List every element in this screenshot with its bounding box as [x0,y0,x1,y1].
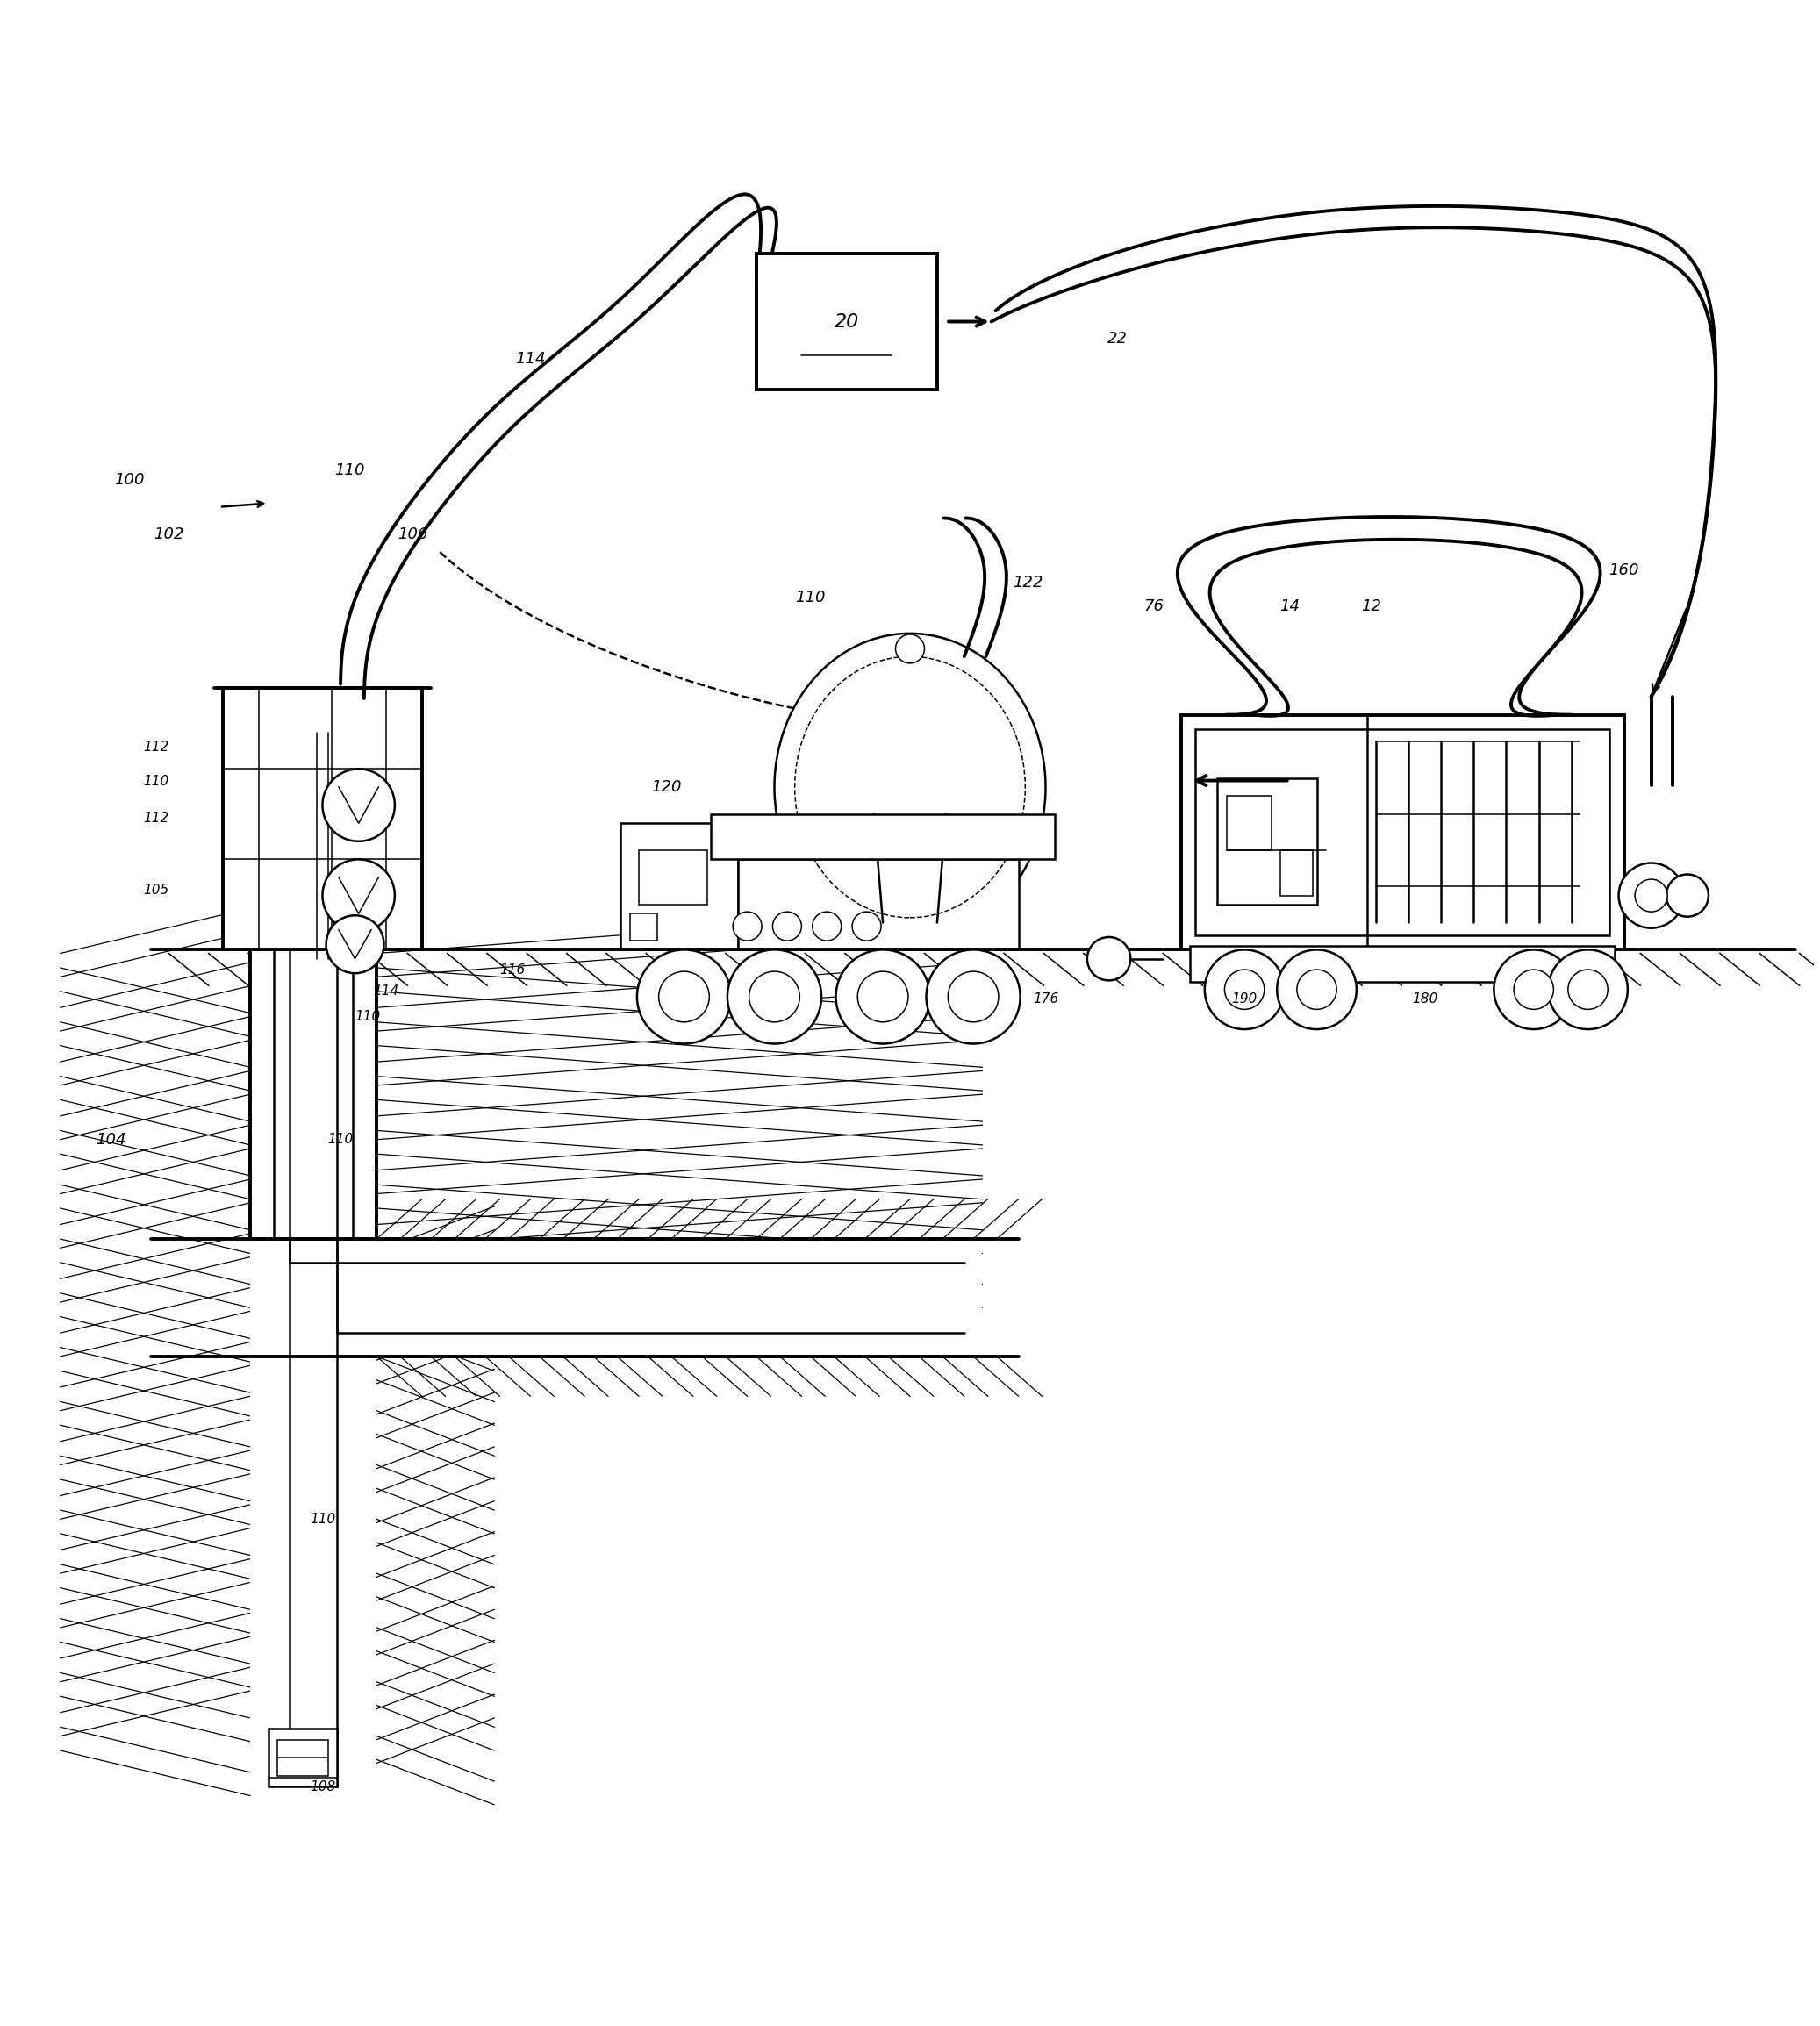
Circle shape [322,859,395,932]
Text: 110: 110 [795,590,826,606]
Bar [1227,796,1272,851]
Bar [630,914,657,940]
Circle shape [857,970,908,1021]
Circle shape [1494,950,1574,1029]
Bar [1181,715,1623,950]
Text: 176: 176 [1032,993,1059,1005]
Text: 180: 180 [1412,993,1438,1005]
Text: 112: 112 [144,810,169,825]
Text: 102: 102 [153,527,184,541]
Bar [1196,729,1609,936]
Text: 106: 106 [399,527,428,541]
Text: 100: 100 [115,472,144,488]
Text: 105: 105 [144,883,169,898]
Bar [1281,851,1314,895]
Text: 110: 110 [328,1133,353,1147]
Circle shape [1549,950,1627,1029]
Circle shape [750,970,799,1021]
Circle shape [659,970,710,1021]
Circle shape [637,950,732,1043]
Bar [639,851,708,904]
Text: 108: 108 [309,1781,335,1793]
Text: 110: 110 [335,462,364,478]
Bar [1218,778,1316,904]
Circle shape [322,770,395,841]
Bar [277,1740,328,1777]
Circle shape [1665,875,1709,916]
Bar [621,823,739,950]
Circle shape [1278,950,1356,1029]
Circle shape [852,912,881,940]
Circle shape [895,634,925,663]
Bar [757,253,937,389]
Ellipse shape [775,634,1045,940]
Circle shape [1298,970,1336,1009]
Bar [249,1240,983,1357]
Text: 160: 160 [1609,563,1640,577]
Circle shape [926,950,1021,1043]
Circle shape [812,912,841,940]
Circle shape [1634,879,1667,912]
Bar [1190,946,1614,983]
Text: 110: 110 [144,776,169,788]
Circle shape [773,912,801,940]
Text: 112: 112 [144,742,169,754]
Circle shape [733,912,763,940]
Text: 110: 110 [309,1513,335,1526]
Bar [712,814,1054,859]
Bar [224,687,422,950]
Text: 114: 114 [515,350,546,367]
Text: 76: 76 [1145,598,1165,614]
Text: 14: 14 [1279,598,1299,614]
Circle shape [1205,950,1285,1029]
Bar [739,859,1019,950]
Circle shape [1225,970,1265,1009]
Text: 20: 20 [834,312,859,330]
Circle shape [326,916,384,972]
Text: 114: 114 [373,985,399,999]
Circle shape [835,950,930,1043]
Bar [268,1728,337,1787]
Circle shape [948,970,999,1021]
Bar [249,950,377,1773]
Circle shape [1514,970,1554,1009]
Text: 22: 22 [1108,330,1128,346]
Text: 190: 190 [1232,993,1258,1005]
Text: 122: 122 [1012,575,1043,592]
Circle shape [728,950,821,1043]
Text: 116: 116 [499,962,526,977]
Text: 104: 104 [96,1133,126,1147]
Circle shape [1569,970,1607,1009]
Text: 120: 120 [652,780,681,794]
Circle shape [1618,863,1684,928]
Text: 110: 110 [355,1011,380,1023]
Circle shape [1087,938,1130,981]
Text: 12: 12 [1361,598,1381,614]
